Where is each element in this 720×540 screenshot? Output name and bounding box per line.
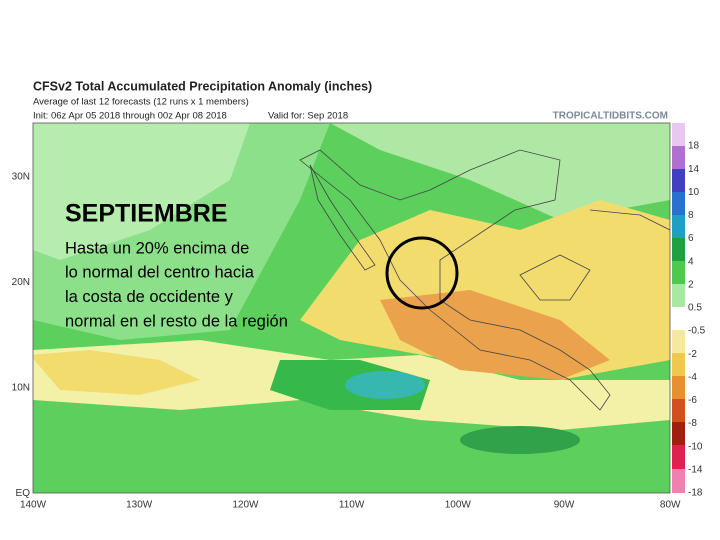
longitude-label: 90W <box>554 500 575 511</box>
overlay-heading: SEPTIEMBRE <box>65 200 228 228</box>
latitude-label: 10N <box>12 383 30 394</box>
init-time: Init: 06z Apr 05 2018 through 00z Apr 08… <box>33 111 227 122</box>
brand: TROPICALTIDBITS.COM <box>553 111 668 122</box>
colorbar-label: 14 <box>688 164 700 175</box>
map <box>32 122 671 494</box>
overlay-line: normal en el resto de la región <box>65 312 288 330</box>
longitude-label: 120W <box>232 500 259 511</box>
longitude-label: 80W <box>660 500 681 511</box>
highlight-circle <box>385 236 459 310</box>
overlay-line: lo normal del centro hacia <box>65 264 255 282</box>
longitude-label: 100W <box>445 500 472 511</box>
colorbar-label: -8 <box>688 418 697 429</box>
colorbar-label: 6 <box>688 233 694 244</box>
colorbar-label: -4 <box>688 372 697 383</box>
colorbar-label: -2 <box>688 349 697 360</box>
colorbar-label: -6 <box>688 395 697 406</box>
longitude-label: 130W <box>126 500 153 511</box>
latitude-label: EQ <box>16 488 31 499</box>
valid-time: Valid for: Sep 2018 <box>268 111 348 122</box>
colorbar-label: 4 <box>688 256 694 267</box>
colorbar-label: 0.5 <box>688 303 702 314</box>
colorbar-label: 8 <box>688 210 694 221</box>
colorbar-label: -18 <box>688 488 703 499</box>
map-title: CFSv2 Total Accumulated Precipitation An… <box>33 79 372 93</box>
longitude-label: 140W <box>20 500 47 511</box>
colorbar-label: 18 <box>688 141 700 152</box>
latitude-label: 20N <box>12 277 30 288</box>
overlay-line: Hasta un 20% encima de <box>65 239 249 257</box>
colorbar-label: -0.5 <box>688 326 706 337</box>
overlay-line: la costa de occidente y <box>65 288 234 306</box>
colorbar-label: 2 <box>688 279 694 290</box>
latitude-label: 30N <box>12 172 30 183</box>
map-subtitle: Average of last 12 forecasts (12 runs x … <box>33 97 249 108</box>
colorbar <box>672 123 685 493</box>
longitude-label: 110W <box>339 500 365 511</box>
colorbar-label: -10 <box>688 441 703 452</box>
colorbar-label: 10 <box>688 187 700 198</box>
colorbar-label: -14 <box>688 465 703 476</box>
